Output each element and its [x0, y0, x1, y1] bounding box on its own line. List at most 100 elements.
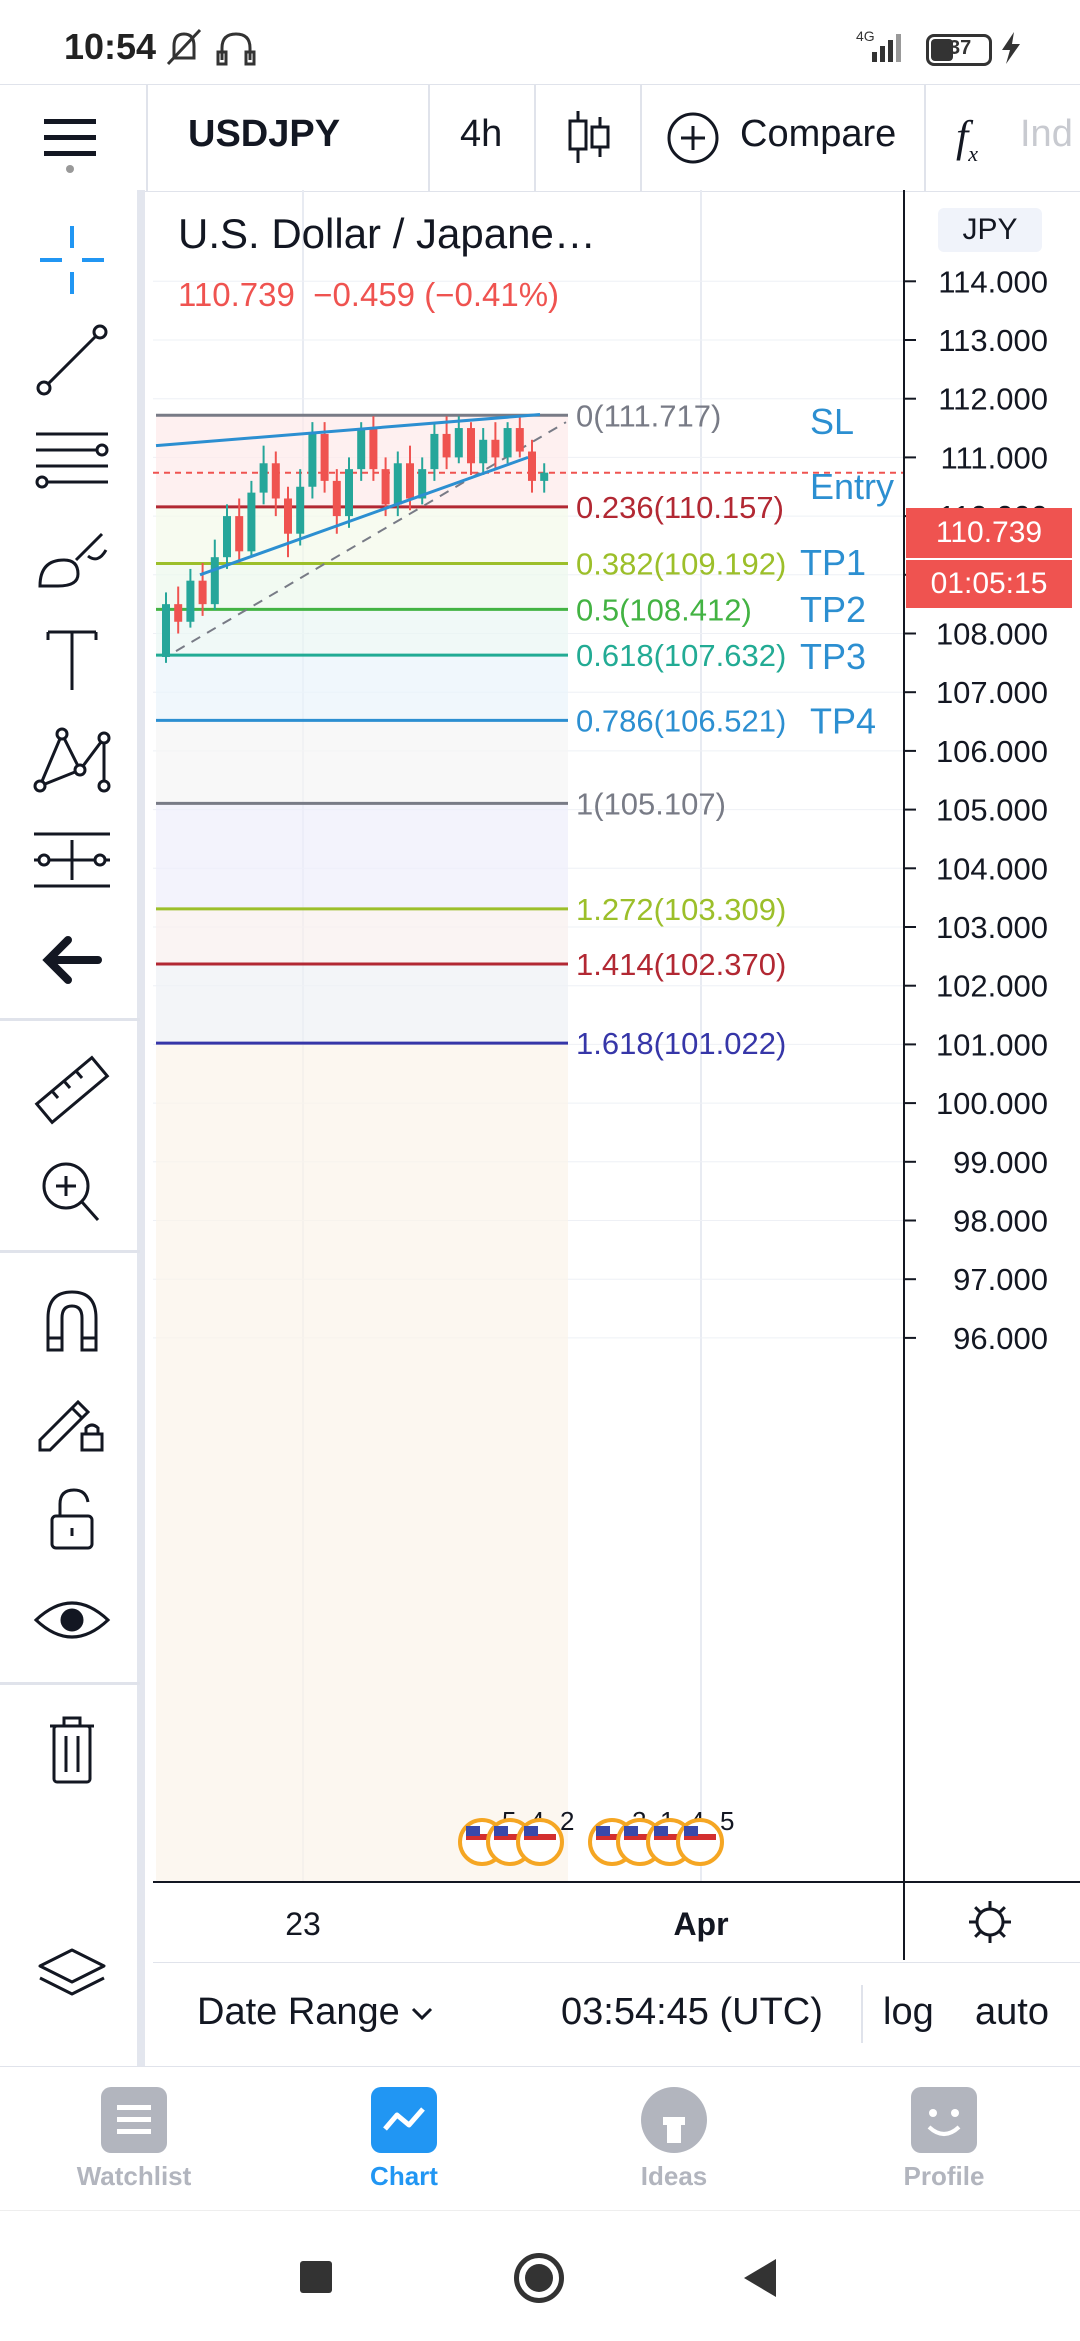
price-tick-label: 113.000	[938, 323, 1048, 358]
fib-zone	[156, 720, 568, 804]
lock-drawing-icon[interactable]	[28, 1380, 116, 1460]
trash-icon[interactable]	[28, 1710, 116, 1790]
trend-line-icon[interactable]	[28, 320, 116, 400]
fib-label: 0.382(109.192)	[576, 547, 786, 582]
mute-bell-icon	[166, 28, 202, 66]
candle-body	[271, 463, 280, 499]
nav-watchlist[interactable]: Watchlist	[34, 2087, 234, 2192]
crosshair-icon[interactable]	[28, 220, 116, 300]
economic-events[interactable]: 5422145	[458, 1806, 734, 1866]
candles-icon[interactable]	[566, 107, 616, 167]
candle-body	[430, 433, 439, 470]
watchlist-icon	[101, 2087, 167, 2153]
fib-trend-dashed	[175, 421, 567, 652]
unlock-icon[interactable]	[28, 1480, 116, 1560]
indicators-fx-icon[interactable]: fx	[956, 112, 978, 166]
time-label-apr: Apr	[673, 1906, 728, 1942]
annotation-tp1: TP1	[800, 542, 866, 583]
fib-retracement-icon[interactable]	[28, 420, 116, 500]
wedge-trendlines	[155, 413, 541, 577]
nav-profile-label: Profile	[903, 2161, 985, 2191]
fib-label: 0.618(107.632)	[576, 638, 786, 673]
candle-body	[296, 486, 305, 534]
candle-body	[528, 451, 536, 481]
flag-stripe	[466, 1834, 498, 1840]
magnet-icon[interactable]	[28, 1280, 116, 1360]
date-range-button[interactable]: Date Range	[197, 1991, 400, 2033]
candle-body	[320, 433, 329, 481]
last-price-tag: 110.739	[906, 508, 1072, 558]
candle-body	[162, 604, 170, 657]
home-icon[interactable]	[514, 2253, 564, 2303]
log-toggle[interactable]: log	[883, 1991, 934, 2033]
fib-zone	[156, 803, 568, 909]
candle-body	[515, 428, 524, 452]
ruler-icon[interactable]	[28, 1050, 116, 1130]
zoom-in-icon[interactable]	[28, 1150, 116, 1230]
auto-toggle[interactable]: auto	[975, 1991, 1049, 2033]
gear-tooth	[998, 1930, 1006, 1938]
back-icon[interactable]	[740, 2257, 780, 2299]
flag-canton	[524, 1826, 538, 1836]
flag-stripe	[684, 1834, 716, 1840]
currency-badge[interactable]: JPY	[938, 208, 1042, 252]
candle-body	[357, 428, 366, 470]
candle-body	[467, 428, 475, 464]
candle-body	[247, 492, 256, 552]
flag-stripe	[524, 1834, 556, 1840]
back-arrow-icon[interactable]	[28, 920, 116, 1000]
chart-icon	[371, 2087, 437, 2153]
nav-chart[interactable]: Chart	[304, 2087, 504, 2192]
candle-body	[210, 557, 219, 605]
candle-body	[198, 580, 207, 605]
price-tick-label: 104.000	[936, 851, 1048, 886]
candle-body	[491, 439, 500, 458]
candle-body	[174, 604, 183, 622]
range-bar: Date Range 03:54:45 (UTC) log auto	[153, 1962, 1080, 2065]
system-navigation	[0, 2210, 1080, 2341]
fib-zone	[156, 963, 568, 1044]
candle-body	[345, 469, 353, 517]
nav-watchlist-label: Watchlist	[76, 2161, 192, 2191]
settings-gear-icon[interactable]	[969, 1901, 1011, 1943]
fib-label: 0.236(110.157)	[576, 490, 784, 525]
compare-button[interactable]: Compare	[740, 113, 897, 155]
battery-icon: 37	[926, 34, 992, 66]
chart-annotations: SL Entry TP1 TP2 TP3 TP4	[800, 401, 894, 741]
brush-icon[interactable]	[28, 520, 116, 600]
prediction-icon[interactable]	[28, 820, 116, 900]
gear-tooth	[974, 1930, 982, 1938]
fib-label: 0(111.717)	[576, 398, 721, 433]
hamburger-icon[interactable]	[44, 115, 100, 175]
flag-canton	[684, 1826, 698, 1836]
bar-countdown: 01:05:15	[906, 560, 1072, 608]
candle-body	[223, 516, 231, 558]
price-tick-label: 101.000	[936, 1027, 1048, 1062]
text-tool-icon[interactable]	[28, 620, 116, 700]
nav-profile[interactable]: Profile	[844, 2087, 1044, 2192]
time-axis[interactable]: 23 Apr	[285, 1901, 1011, 1943]
nav-ideas[interactable]: Ideas	[574, 2087, 774, 2192]
interval-button[interactable]: 4h	[460, 113, 503, 155]
indicators-button[interactable]: Ind	[1020, 113, 1073, 155]
fib-levels: 0(111.717) 0.236(110.157) 0.382(109.192) 0.…	[153, 398, 904, 1061]
price-tick-label: 106.000	[936, 734, 1048, 769]
fib-label: 0.786(106.521)	[576, 703, 786, 738]
fib-zone	[156, 563, 568, 610]
symbol-button[interactable]: USDJPY	[188, 113, 341, 155]
fib-zone	[156, 609, 568, 656]
utc-clock[interactable]: 03:54:45 (UTC)	[561, 1991, 823, 2033]
layers-icon[interactable]	[28, 1930, 116, 2010]
candle-body	[186, 580, 195, 622]
fib-zone	[156, 655, 568, 721]
flag-canton	[654, 1826, 668, 1836]
recents-icon[interactable]	[300, 2261, 332, 2293]
nav-ideas-label: Ideas	[640, 2161, 708, 2191]
eye-icon[interactable]	[28, 1580, 116, 1660]
battery-level: 37	[949, 37, 972, 59]
pattern-icon[interactable]	[28, 720, 116, 800]
chart-area[interactable]: 0(111.717) 0.236(110.157) 0.382(109.192) 0.…	[153, 190, 1080, 1960]
chevron-down-icon[interactable]	[409, 2005, 435, 2023]
status-time: 10:54	[64, 26, 157, 67]
compare-plus-icon[interactable]	[666, 111, 720, 165]
